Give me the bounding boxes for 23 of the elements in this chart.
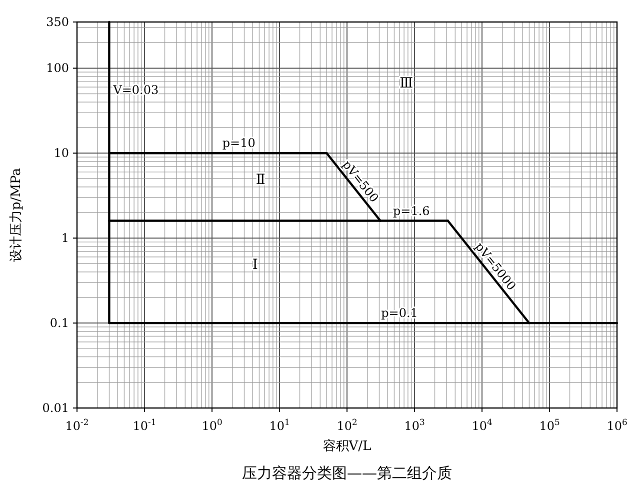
y-tick-label: 350 bbox=[46, 15, 69, 29]
x-tick-label: 10$^{2}$ bbox=[336, 417, 358, 433]
annotation: p=1.6 bbox=[392, 204, 430, 218]
x-tick-label: 10$^{5}$ bbox=[539, 417, 560, 433]
text: 压力容器分类图——第二组介质 bbox=[242, 464, 452, 482]
y-axis-title: 设计压力p/MPa bbox=[9, 168, 24, 262]
annotation: p=10 bbox=[222, 136, 256, 150]
x-tick-label: 10$^{1}$ bbox=[269, 417, 290, 433]
y-tick-label: 10 bbox=[54, 146, 69, 160]
annotation: Ⅰ bbox=[252, 257, 258, 274]
y-tick-label: 0.01 bbox=[42, 401, 69, 415]
x-tick-label: 10$^{-2}$ bbox=[65, 417, 89, 433]
x-tick-label: 10$^{0}$ bbox=[202, 417, 222, 433]
y-tick-label: 0.1 bbox=[50, 316, 69, 330]
y-tick-label: 1 bbox=[61, 231, 69, 246]
annotation: Ⅱ bbox=[256, 172, 266, 188]
x-tick-label: 10$^{4}$ bbox=[472, 417, 492, 433]
y-tick-label: 100 bbox=[46, 61, 69, 76]
annotation: Ⅲ bbox=[400, 76, 414, 92]
x-tick-label: 10$^{3}$ bbox=[404, 417, 425, 433]
x-axis-title: 容积V/L bbox=[322, 438, 372, 454]
x-tick-label: 10$^{6}$ bbox=[606, 417, 628, 433]
x-tick-label: 10$^{-1}$ bbox=[132, 417, 156, 433]
